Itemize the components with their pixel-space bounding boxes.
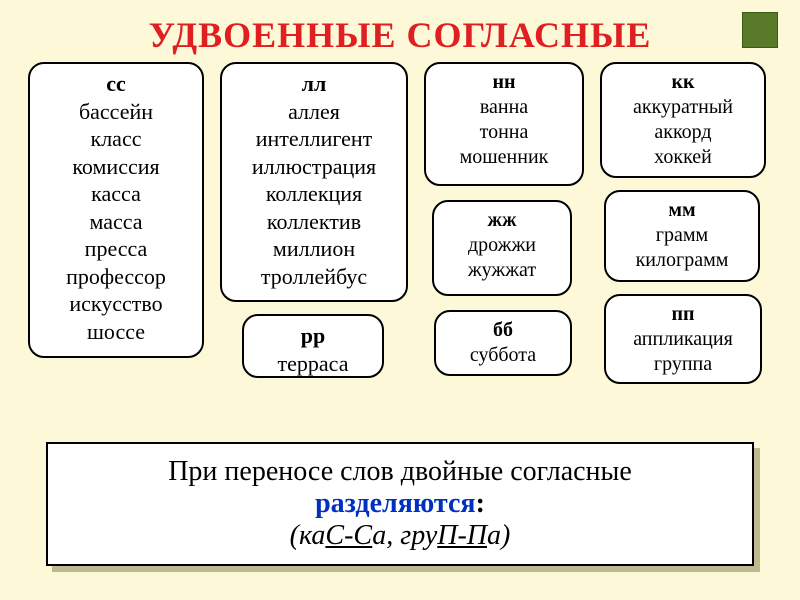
card-line: профессор [40,263,192,291]
card-nn: нн ванна тонна мошенник [424,62,584,186]
rule-example-part: (ка [290,520,326,551]
card-rr: рр терраса [242,314,384,378]
card-ll: лл аллея интеллигент иллюстрация коллекц… [220,62,408,302]
card-line: аккуратный [612,95,754,120]
card-line: бассейн [40,98,192,126]
card-line: дрожжи [444,233,560,258]
card-line: троллейбус [232,263,396,291]
card-line: группа [616,352,750,377]
card-bb: бб суббота [434,310,572,376]
card-line: килограмм [616,248,748,273]
accent-square [742,12,778,48]
card-line: жужжат [444,258,560,283]
card-heading: лл [232,70,396,98]
card-line: класс [40,125,192,153]
card-kk: кк аккуратный аккорд хоккей [600,62,766,178]
card-heading: пп [616,302,750,327]
card-heading: нн [436,70,572,95]
rule-example-part: а) [487,520,510,551]
rule-box: При переносе слов двойные согласные разд… [46,442,754,566]
rule-example: (каС-Са, груП-Па) [68,520,732,552]
card-line: грамм [616,223,748,248]
rule-line-1: При переносе слов двойные согласные [68,456,732,488]
rule-example-part: а, гру [372,520,437,551]
card-line: ванна [436,95,572,120]
card-line: хоккей [612,145,754,170]
card-zhzh: жж дрожжи жужжат [432,200,572,296]
card-line: коллектив [232,208,396,236]
card-line: комиссия [40,153,192,181]
card-line: касса [40,180,192,208]
rule-example-underline: С-С [325,520,372,551]
card-heading: жж [444,208,560,233]
card-line: тонна [436,120,572,145]
card-line: аппликация [616,327,750,352]
page-title: УДВОЕННЫЕ СОГЛАСНЫЕ [149,14,652,56]
card-line: терраса [254,350,372,378]
rule-example-underline: П-П [437,520,487,551]
card-heading: мм [616,198,748,223]
card-heading: рр [254,322,372,350]
card-line: шоссе [40,318,192,346]
card-line: масса [40,208,192,236]
card-heading: кк [612,70,754,95]
card-line: миллион [232,235,396,263]
card-line: искусство [40,290,192,318]
card-line: иллюстрация [232,153,396,181]
card-line: коллекция [232,180,396,208]
card-line: суббота [446,343,560,368]
rule-highlight: разделяются [315,488,475,519]
card-pp: пп аппликация группа [604,294,762,384]
card-line: аккорд [612,120,754,145]
card-heading: бб [446,318,560,343]
card-mm: мм грамм килограмм [604,190,760,282]
rule-colon: : [476,488,485,519]
cards-grid: сс бассейн класс комиссия касса масса пр… [28,62,772,430]
card-line: мошенник [436,145,572,170]
card-heading: сс [40,70,192,98]
card-line: пресса [40,235,192,263]
card-line: интеллигент [232,125,396,153]
card-ss: сс бассейн класс комиссия касса масса пр… [28,62,204,358]
card-line: аллея [232,98,396,126]
